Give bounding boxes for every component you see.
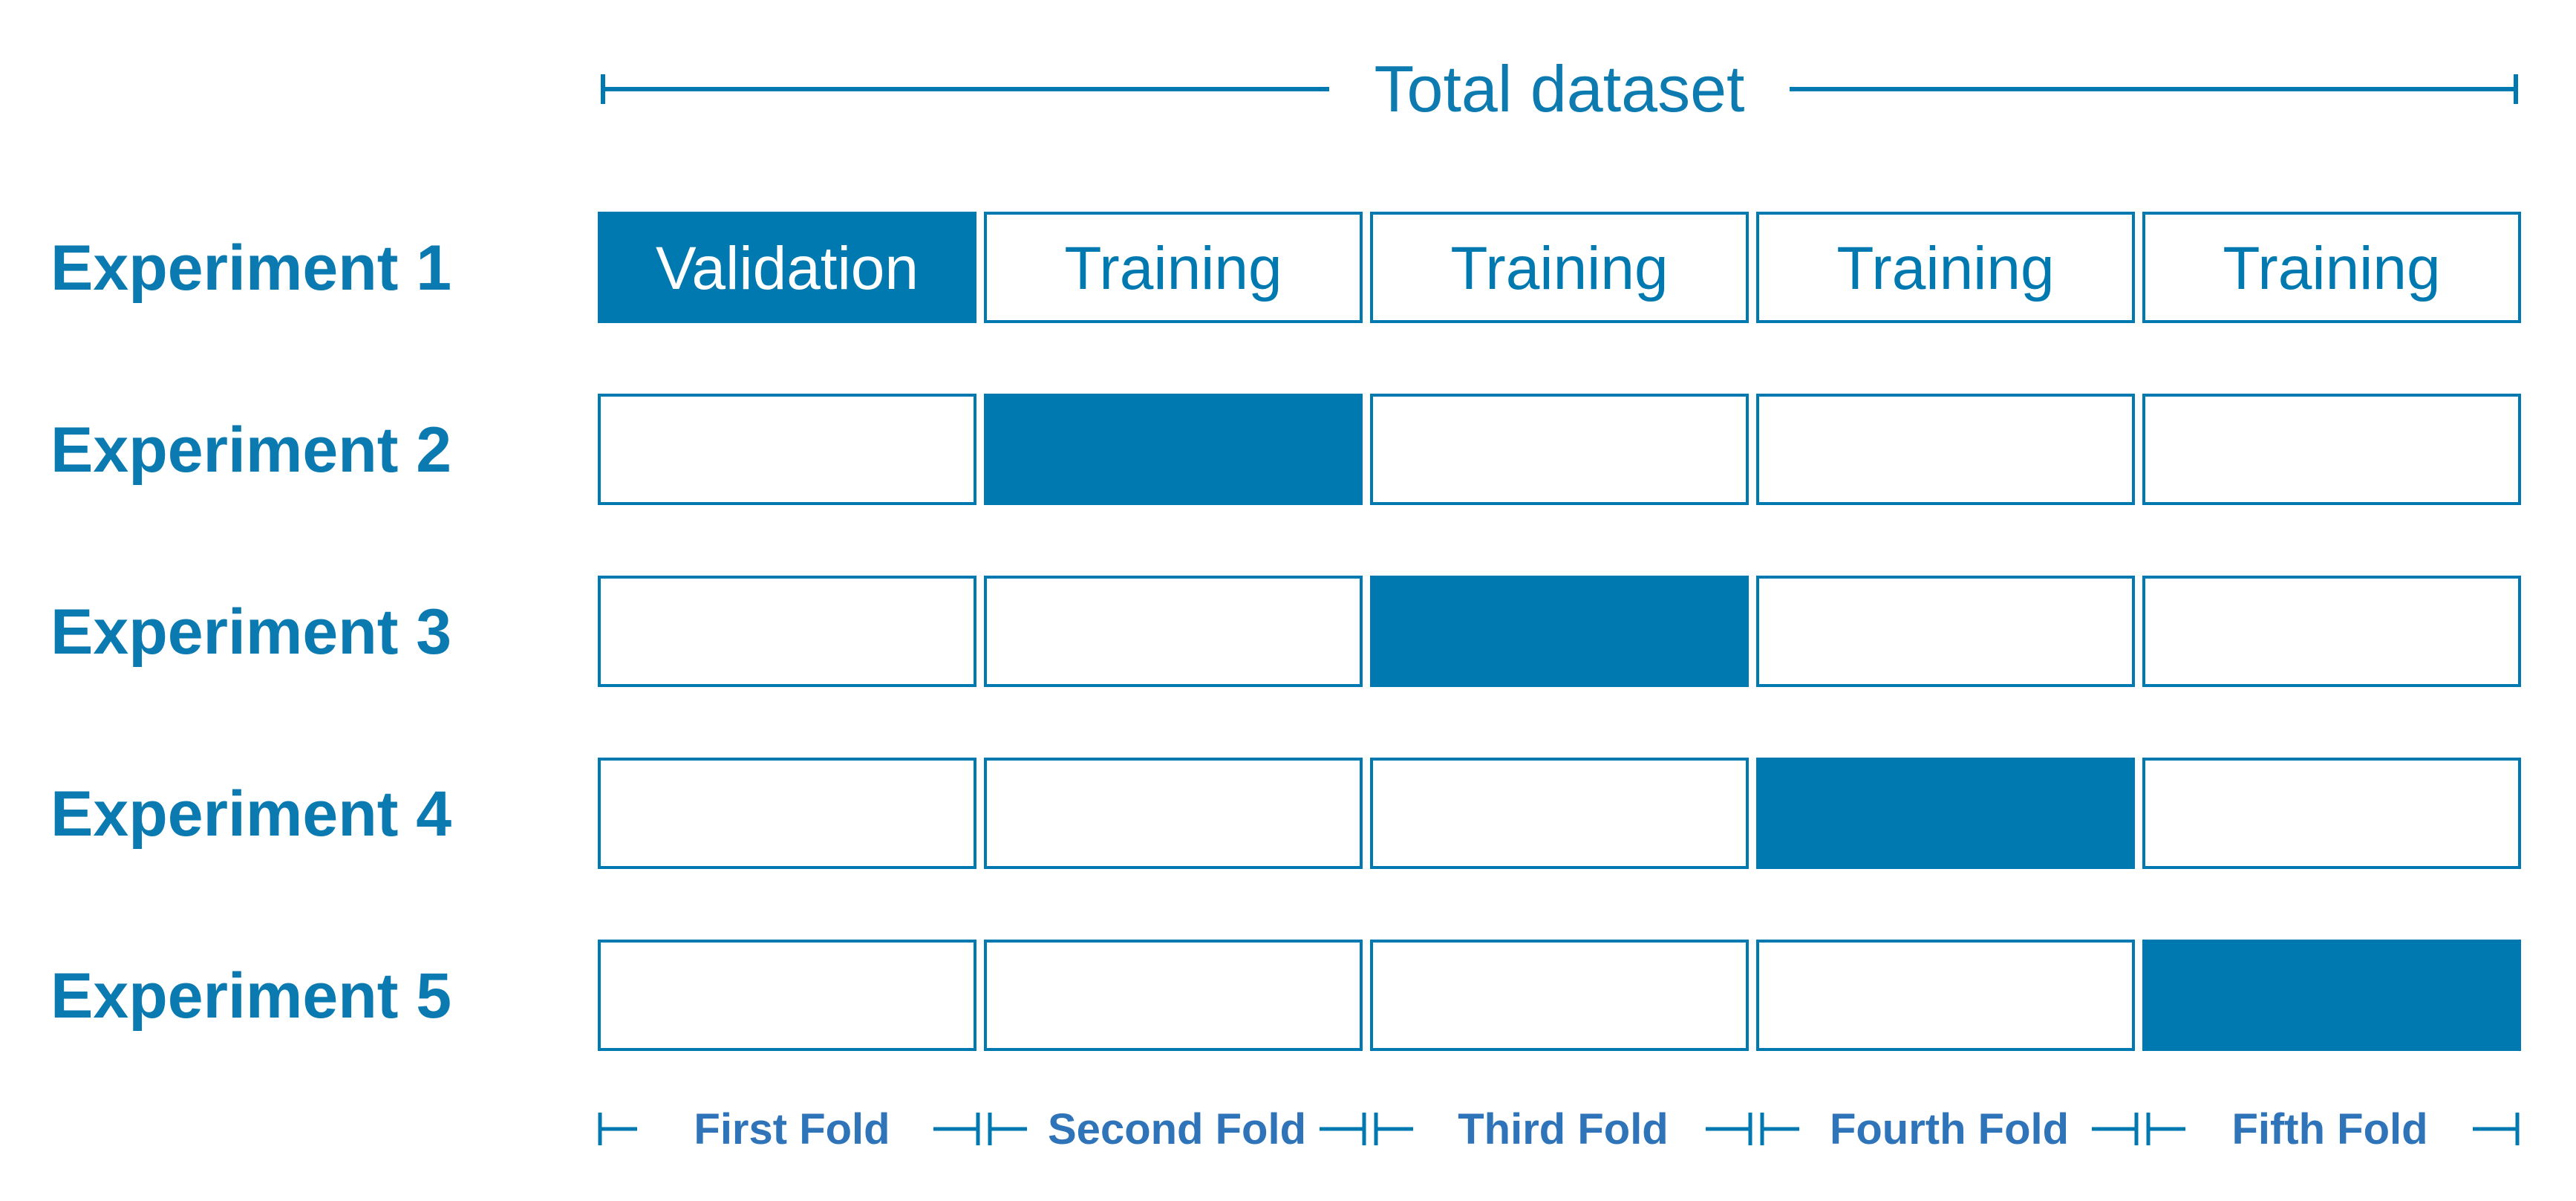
fold-label: Fourth Fold — [1830, 1105, 2069, 1153]
training-cell — [1370, 758, 1749, 869]
fold-segment: Fifth Fold — [2146, 1105, 2520, 1153]
experiment-row: Experiment 4 — [50, 758, 2521, 869]
experiment-label: Experiment 5 — [50, 960, 451, 1032]
experiment-label: Experiment 2 — [50, 414, 451, 486]
experiment-label: Experiment 4 — [50, 778, 451, 850]
total-dataset-label: Total dataset — [1375, 52, 1745, 126]
fold-label: Second Fold — [1048, 1105, 1306, 1153]
training-cell — [1756, 212, 2135, 323]
fold-label: Fifth Fold — [2231, 1105, 2427, 1153]
validation-cell — [2142, 940, 2521, 1051]
training-cell-label: Training — [1836, 235, 2054, 302]
experiment-label: Experiment 1 — [50, 232, 451, 304]
experiment-row: Experiment 2 — [50, 394, 2521, 505]
training-cell — [2142, 212, 2521, 323]
training-cell — [2142, 758, 2521, 869]
training-cell — [984, 940, 1363, 1051]
experiment-row: Experiment 3 — [50, 576, 2521, 687]
training-cell-label: Training — [2223, 235, 2440, 302]
experiment-row: Experiment 1 Validation Training Training Tr… — [50, 212, 2521, 323]
training-cell — [1370, 394, 1749, 505]
training-cell — [598, 758, 976, 869]
training-cell — [1370, 212, 1749, 323]
fold-segment: Third Fold — [1374, 1105, 1752, 1153]
training-cell — [1756, 576, 2135, 687]
training-cell-label: Training — [1064, 235, 1282, 302]
training-cell — [984, 576, 1363, 687]
training-cell — [598, 394, 976, 505]
validation-cell — [1370, 576, 1749, 687]
training-cell — [1756, 940, 2135, 1051]
training-cell — [598, 940, 976, 1051]
fold-label: First Fold — [694, 1105, 890, 1153]
training-cell-label: Training — [1450, 235, 1668, 302]
fold-segment: Second Fold — [988, 1105, 1366, 1153]
experiment-row: Experiment 5 — [50, 940, 2521, 1051]
fold-segment: First Fold — [598, 1105, 980, 1153]
validation-cell — [598, 212, 976, 323]
training-cell — [984, 758, 1363, 869]
validation-cell-label: Validation — [656, 235, 919, 302]
training-cell — [2142, 394, 2521, 505]
training-cell — [1370, 940, 1749, 1051]
training-cell — [984, 212, 1363, 323]
validation-cell — [1756, 758, 2135, 869]
fold-segment: Fourth Fold — [1760, 1105, 2139, 1153]
experiment-label: Experiment 3 — [50, 596, 451, 668]
training-cell — [1756, 394, 2135, 505]
experiment-rows: Experiment 1 Validation Training Training Tr… — [50, 212, 2521, 1051]
fold-label: Third Fold — [1458, 1105, 1669, 1153]
fold-axis: First Fold Second Fold Third Fold Fourth Fo… — [598, 1105, 2520, 1153]
validation-cell — [984, 394, 1363, 505]
training-cell — [598, 576, 976, 687]
training-cell — [2142, 576, 2521, 687]
total-dataset-bracket: Total dataset — [601, 52, 2518, 126]
